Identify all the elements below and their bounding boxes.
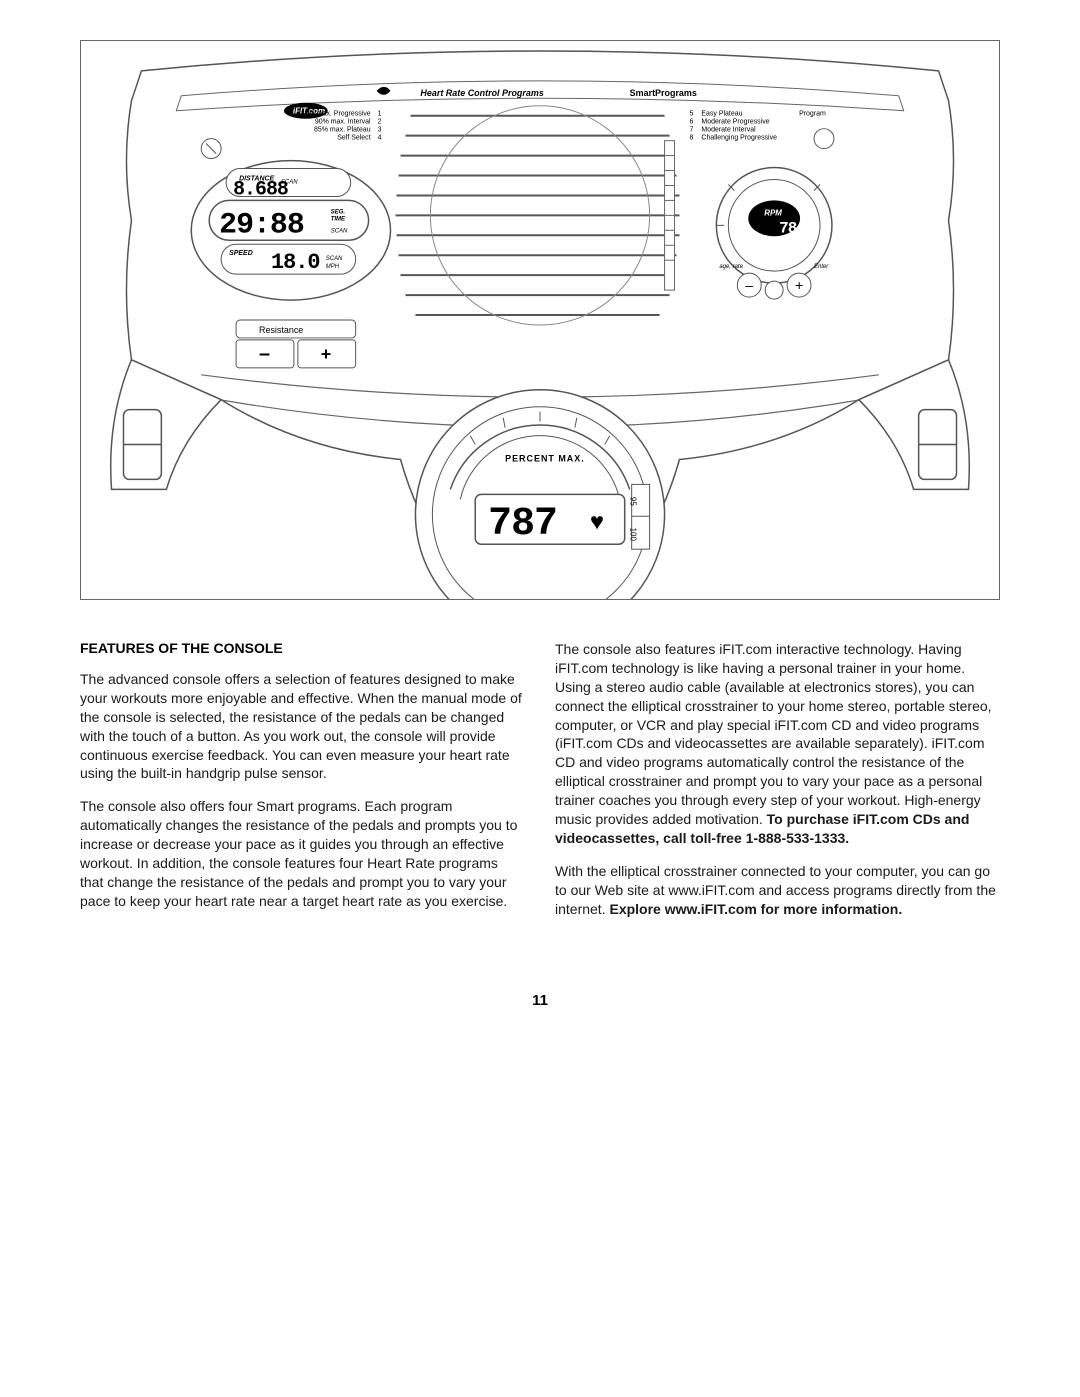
left-column: FEATURES OF THE CONSOLE The advanced con… [80,640,525,932]
features-heading: FEATURES OF THE CONSOLE [80,640,525,656]
svg-text:RPM: RPM [764,208,782,217]
svg-text:MPH: MPH [326,264,340,270]
svg-text:1: 1 [378,111,382,118]
heart-rate-value: 787 [488,501,557,546]
svg-text:SCAN: SCAN [331,228,348,234]
svg-text:2: 2 [378,119,382,126]
svg-text:85% max. Progressive: 85% max. Progressive [301,111,371,118]
paragraph-1: The advanced console offers a selection … [80,670,525,783]
right-column: The console also features iFIT.com inter… [555,640,1000,932]
heart-rate-control-label: Heart Rate Control Programs [420,88,543,98]
svg-text:7: 7 [689,127,693,134]
speed-value: 18.0 [271,250,320,275]
console-illustration: Heart Rate Control Programs SmartProgram… [80,40,1000,600]
rpm-value: 78 [779,219,797,237]
svg-text:–: – [745,277,753,293]
svg-text:Resistance: Resistance [259,325,303,335]
time-value: 29:88 [219,207,304,241]
paragraph-4: With the elliptical crosstrainer connect… [555,862,1000,919]
svg-text:age, rate: age, rate [719,264,743,270]
console-diagram: Heart Rate Control Programs SmartProgram… [81,41,999,599]
svg-text:6: 6 [689,119,693,126]
text-body: FEATURES OF THE CONSOLE The advanced con… [80,640,1000,932]
paragraph-2: The console also offers four Smart progr… [80,797,525,910]
svg-text:Moderate Interval: Moderate Interval [701,127,756,134]
svg-text:PERCENT MAX.: PERCENT MAX. [505,453,585,463]
svg-text:Challenging Progressive: Challenging Progressive [701,135,777,142]
svg-text:Easy Plateau: Easy Plateau [701,111,742,118]
paragraph-3: The console also features iFIT.com inter… [555,640,1000,848]
svg-text:90% max. Interval: 90% max. Interval [315,119,371,126]
svg-text:SPEED: SPEED [229,250,253,257]
smart-programs-label: SmartPrograms [630,88,697,98]
svg-text:Self Select: Self Select [337,135,370,142]
enter-button[interactable] [765,281,783,299]
svg-text:95: 95 [629,497,638,506]
svg-text:100: 100 [629,528,638,542]
distance-value: 8.688 [233,177,288,200]
svg-text:+: + [321,344,331,364]
svg-text:SCAN: SCAN [326,256,343,262]
svg-text:85% max. Plateau: 85% max. Plateau [314,127,371,134]
svg-text:4: 4 [378,135,382,142]
svg-text:Enter: Enter [814,264,829,270]
svg-text:+: + [795,277,803,293]
svg-text:Moderate Progressive: Moderate Progressive [701,119,769,126]
svg-text:TIME: TIME [331,216,346,222]
svg-text:SEG.: SEG. [331,209,346,215]
svg-text:8: 8 [689,135,693,142]
left-display-pod: DISTANCE SCAN 8.688 SEG. TIME SCAN 29:88… [191,161,390,301]
svg-text:3: 3 [378,127,382,134]
svg-text:–: – [259,343,270,365]
svg-text:Program: Program [799,111,826,118]
heart-symbol-icon: ♥ [590,508,604,535]
page-number: 11 [80,992,1000,1009]
svg-text:5: 5 [689,111,693,118]
explore-callout: Explore www.iFIT.com for more informatio… [609,901,902,917]
